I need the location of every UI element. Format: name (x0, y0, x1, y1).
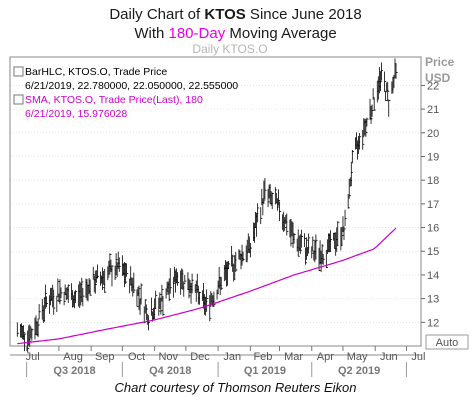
y-tick-label: 21 (427, 104, 439, 116)
y-tick-label: 13 (427, 294, 439, 306)
axis-title-price: Price (425, 55, 455, 69)
x-month-label: Mar (284, 351, 303, 363)
x-month-label: Jun (380, 351, 398, 363)
sma-line-group (17, 227, 397, 345)
x-month-label: Apr (317, 351, 334, 363)
x-axis: Jul Aug Sep Oct Nov Dec Jan Feb Mar Apr May Jun Jul Q… (10, 346, 425, 377)
x-month-label: Oct (128, 351, 145, 363)
y-tick-label: 14 (427, 270, 439, 282)
plot-frame (9, 56, 422, 347)
watermark-label: Daily KTOS.O (192, 42, 267, 56)
y-tick-label: 22 (427, 80, 439, 92)
legend-gear-icon[interactable] (13, 66, 24, 77)
title-ticker: KTOS (204, 6, 246, 23)
x-month-label: Dec (190, 351, 210, 363)
x-quarter-label: Q3 2018 (53, 365, 95, 377)
x-month-label: Jul (26, 351, 40, 363)
x-month-label: Sep (95, 351, 115, 363)
title-suffix: Since June 2018 (245, 6, 362, 23)
legend: BarHLC, KTOS.O, Trade Price 6/21/2019, 2… (13, 66, 238, 120)
y-tick-label: 18 (427, 175, 439, 187)
y-tick-label: 16 (427, 223, 439, 235)
y-tick-label: 15 (427, 246, 439, 258)
sma-line (17, 227, 397, 345)
y-tick-label: 19 (427, 151, 439, 163)
legend-price-line1: BarHLC, KTOS.O, Trade Price (25, 66, 167, 78)
x-quarter-label: Q4 2018 (149, 365, 191, 377)
y-tick-label: 12 (427, 317, 439, 329)
x-month-label: Nov (158, 351, 178, 363)
x-month-label: Jan (223, 351, 241, 363)
subtitle-suffix: Moving Average (225, 25, 337, 42)
price-bars (16, 58, 398, 353)
title-prefix: Daily Chart of (109, 6, 205, 23)
x-quarter-label: Q1 2019 (244, 365, 286, 377)
chart-title-line-1: Daily Chart of KTOS Since June 2018 (0, 6, 471, 23)
legend-gear-icon[interactable] (13, 94, 24, 105)
x-month-label: May (347, 351, 368, 363)
auto-scale-label: Auto (436, 337, 459, 349)
x-quarter-label: Q2 2019 (338, 365, 380, 377)
legend-sma-line1: SMA, KTOS.O, Trade Price(Last), 180 (25, 94, 203, 106)
subtitle-highlight: 180-Day (168, 25, 226, 42)
axis-title-usd: USD (425, 71, 451, 85)
y-tick-label: 20 (427, 128, 439, 140)
x-month-label: Aug (63, 351, 83, 363)
x-month-label: Jul (411, 351, 425, 363)
x-month-label: Feb (253, 351, 272, 363)
legend-sma-line2: 6/21/2019, 15.976028 (25, 108, 127, 120)
auto-scale-button[interactable] (425, 334, 469, 350)
y-tick-label: 17 (427, 199, 439, 211)
chart-title-line-2: With 180-Day Moving Average (0, 25, 471, 42)
legend-price-line2: 6/21/2019, 22.780000, 22.050000, 22.5550… (25, 80, 238, 92)
chart-credit: Chart courtesy of Thomson Reuters Eikon (114, 380, 357, 395)
y-axis: 12 13 14 15 16 17 18 19 20 21 22 (421, 80, 439, 329)
subtitle-prefix: With (134, 25, 169, 42)
